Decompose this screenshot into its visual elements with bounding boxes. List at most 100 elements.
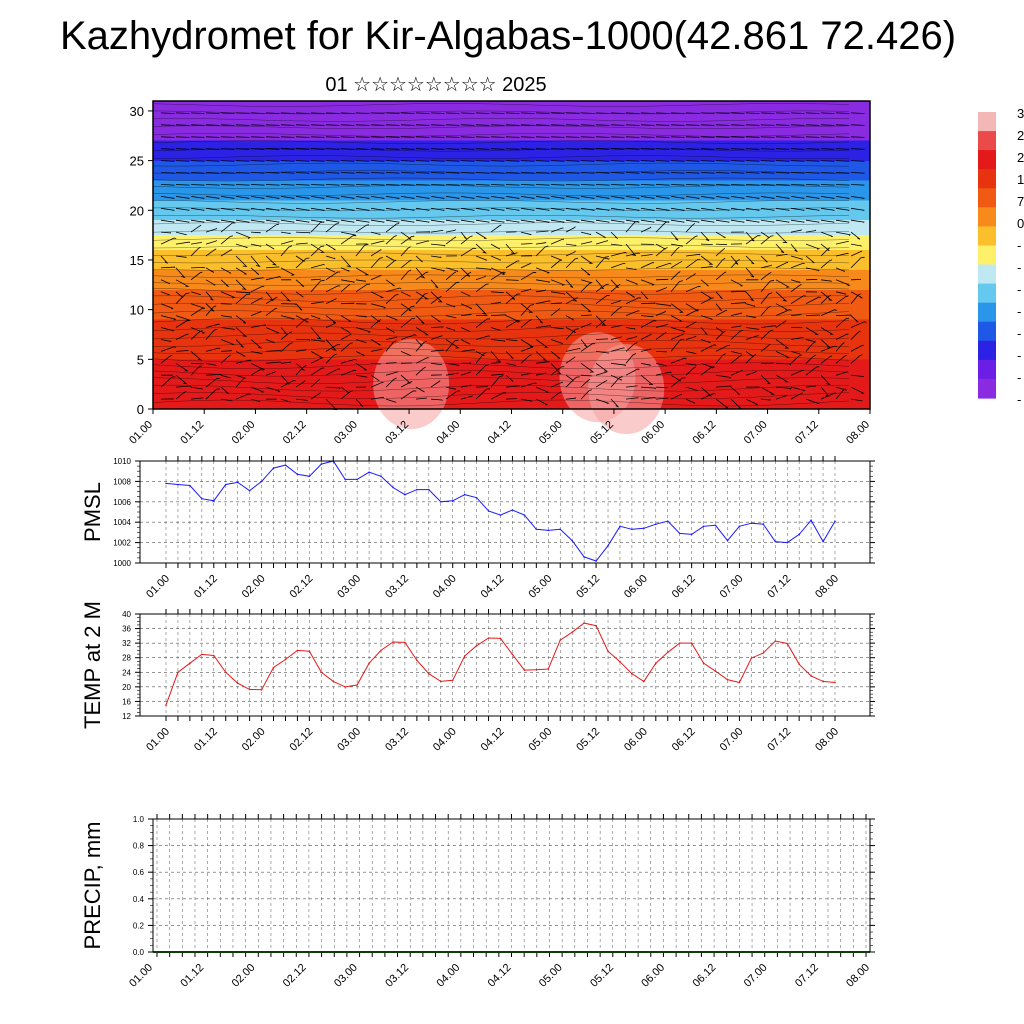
wind-barb (580, 124, 595, 127)
wind-barb (205, 303, 215, 312)
wind-barb (265, 370, 276, 376)
wind-barb (520, 372, 533, 376)
wind-barb (715, 309, 728, 316)
wind-barb (625, 279, 638, 285)
wind-barb (175, 374, 188, 385)
wind-barb (595, 338, 608, 340)
wind-barb (175, 255, 187, 258)
wind-barb (535, 325, 552, 328)
colorbar-label: 2 (1017, 150, 1024, 165)
wind-barb (850, 231, 861, 240)
wind-barb (640, 219, 655, 223)
wind-barb (580, 231, 592, 235)
wind-barb (745, 303, 756, 307)
wind-barb (550, 148, 565, 150)
wind-barb (220, 374, 231, 379)
wind-barb (610, 207, 625, 212)
wind-barb (190, 303, 205, 309)
wind-barb (235, 112, 250, 115)
wind-barb (625, 136, 640, 139)
wind-barb (685, 386, 698, 391)
wind-barb (265, 112, 280, 115)
wind-barb (580, 314, 593, 316)
wind-barb (835, 295, 849, 305)
contour-line (152, 192, 850, 197)
wind-barb (265, 349, 281, 352)
wind-barb (790, 295, 807, 305)
data-point (822, 680, 824, 683)
wind-barb (565, 291, 578, 302)
wind-barb (520, 231, 532, 236)
wind-barb (685, 259, 701, 269)
wind-barb (790, 172, 805, 174)
x-tick-label: 03.12 (383, 962, 411, 990)
wind-barb (625, 336, 638, 340)
wind-barb (310, 160, 325, 162)
wind-barb (385, 112, 400, 115)
wind-barb (805, 124, 820, 127)
wind-barb (190, 386, 203, 390)
wind-barb (520, 304, 535, 316)
wind-barb (640, 196, 655, 200)
wind-barb (175, 196, 190, 200)
wind-barb (520, 219, 535, 223)
wind-barb (760, 279, 775, 293)
wind-barb (280, 327, 288, 335)
wind-barb (550, 339, 564, 345)
wind-barb (505, 172, 520, 174)
wind-barb (325, 207, 340, 212)
wind-barb (700, 172, 715, 174)
y-tick-label: 0.8 (133, 842, 145, 851)
wind-barb (415, 386, 425, 393)
wind-barb (280, 315, 296, 320)
wind-barb (235, 291, 251, 294)
wind-barb (175, 390, 187, 400)
data-point (368, 662, 370, 664)
wind-barb (550, 207, 565, 212)
wind-barb (505, 398, 517, 400)
wind-barb (205, 172, 220, 174)
wind-barb (295, 172, 310, 174)
wind-barb (550, 391, 562, 400)
wind-barb (175, 207, 190, 212)
wind-barb (385, 287, 402, 293)
wind-barb (595, 351, 610, 354)
data-point (177, 671, 179, 674)
data-point (678, 642, 681, 644)
wind-barb (280, 160, 295, 162)
wind-barb (505, 279, 520, 281)
wind-barb (520, 112, 535, 115)
wind-barb (550, 291, 566, 295)
wind-barb (775, 184, 790, 186)
wind-barb (625, 148, 640, 150)
wind-barb (565, 172, 580, 174)
colorbar-swatch (978, 264, 996, 285)
wind-barb (805, 327, 819, 335)
wind-barb (580, 160, 595, 162)
wind-barb (805, 255, 815, 264)
data-point (702, 525, 705, 528)
wind-barb (400, 219, 415, 223)
wind-barb (280, 361, 292, 364)
wind-barb (565, 257, 579, 269)
wind-barb (445, 271, 457, 281)
data-point (834, 681, 836, 684)
wind-barb (640, 362, 652, 366)
wind-barb (415, 136, 430, 139)
wind-barb (325, 136, 340, 139)
wind-barb (355, 172, 370, 174)
x-tick-label: 03.00 (335, 726, 363, 754)
wind-barb (310, 264, 325, 269)
wind-barb (685, 398, 696, 404)
data-point (308, 475, 311, 478)
wind-barb (685, 273, 696, 281)
wind-barb (400, 136, 415, 139)
wind-barb (460, 136, 475, 139)
data-point (475, 496, 478, 499)
data-point (165, 482, 167, 485)
wind-barb (460, 247, 477, 257)
wind-barb (250, 255, 261, 268)
wind-barb (700, 344, 717, 352)
wind-barb (595, 160, 610, 162)
wind-barb (430, 362, 443, 366)
